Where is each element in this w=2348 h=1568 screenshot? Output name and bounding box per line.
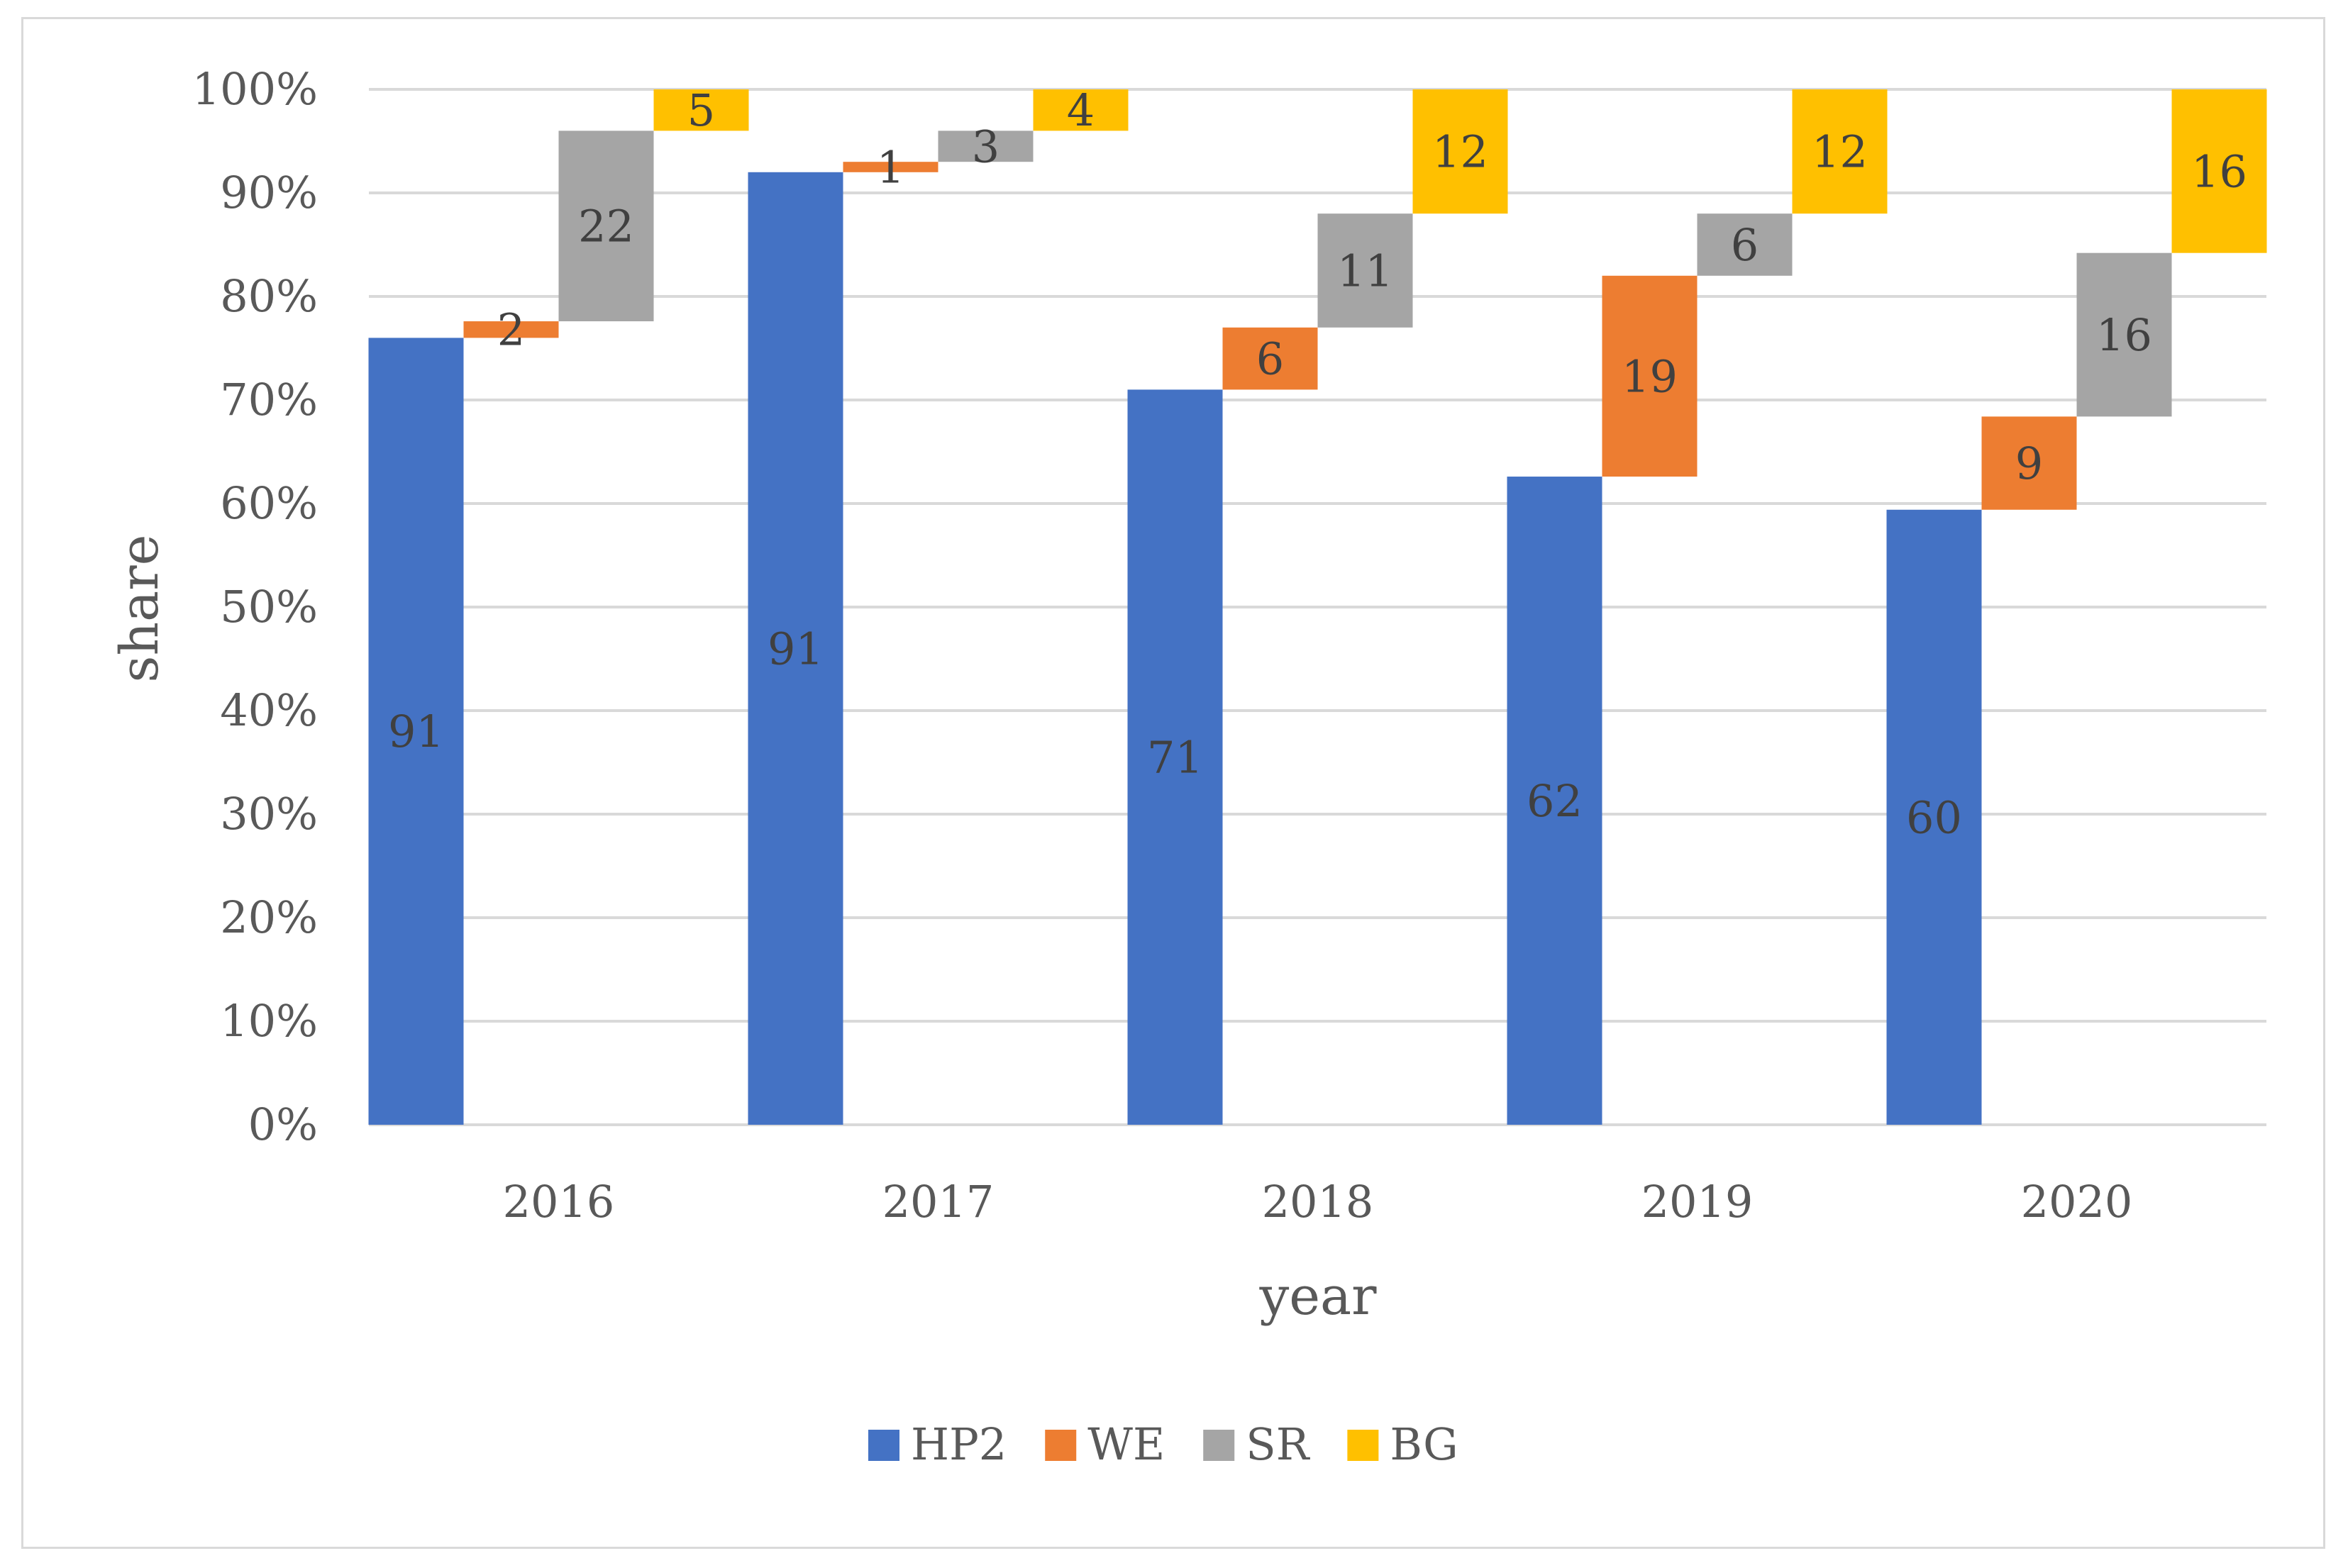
legend-label-we: WE [1087,1418,1165,1470]
bar-bg-2019 [1792,89,1888,214]
legend-label-hp2: HP2 [911,1418,1007,1470]
y-tick-label: 50% [220,581,318,633]
bar-hp2-2020 [1886,509,1982,1125]
legend: HP2 WE SR BG [868,1418,1458,1470]
bar-hp2-2018 [1127,389,1223,1125]
data-label-bg-2019: 12 [1812,126,1868,178]
legend-swatch-we [1045,1430,1077,1461]
bar-we-2019 [1602,275,1698,477]
data-label-we-2019: 19 [1622,350,1678,402]
bar-sr-2018 [1317,213,1413,328]
x-tick-label: 2017 [882,1176,995,1228]
bar-bg-2020 [2171,89,2267,253]
bar-we-2017 [843,162,938,172]
x-tick-label: 2019 [1641,1176,1754,1228]
data-label-sr-2018: 11 [1337,245,1393,297]
legend-label-sr: SR [1246,1418,1310,1470]
bar-hp2-2017 [748,172,843,1125]
bar-sr-2016 [558,130,654,322]
bar-we-2018 [1222,327,1318,390]
data-label-hp2-2018: 71 [1147,732,1203,784]
x-axis-title: year [1258,1266,1377,1327]
bar-bg-2016 [653,89,749,131]
bar-we-2016 [463,321,559,338]
bar-bg-2018 [1412,89,1508,214]
bar-sr-2017 [938,130,1034,162]
legend-swatch-sr [1203,1430,1235,1461]
x-tick-label: 2018 [1262,1176,1374,1228]
legend-swatch-bg [1347,1430,1379,1461]
bar-sr-2019 [1697,213,1793,276]
y-tick-label: 70% [220,374,318,426]
data-label-we-2018: 6 [1256,333,1284,385]
data-label-we-2016: 2 [497,304,525,356]
legend-swatch-hp2 [868,1430,899,1461]
bar-bg-2017 [1033,89,1129,131]
data-label-bg-2017: 4 [1067,84,1095,136]
bar-hp2-2016 [368,338,464,1125]
data-label-we-2017: 1 [877,142,904,194]
data-label-sr-2017: 3 [972,121,999,172]
data-label-hp2-2017: 91 [768,623,824,674]
data-label-hp2-2020: 60 [1906,791,1962,843]
y-tick-label: 60% [220,477,318,529]
bar-sr-2020 [2076,252,2172,417]
data-label-bg-2016: 5 [687,84,715,136]
data-label-sr-2019: 6 [1731,219,1759,271]
y-tick-label: 100% [192,63,318,115]
y-tick-label: 90% [220,167,318,218]
x-tick-label: 2020 [2021,1176,2133,1228]
bar-hp2-2019 [1507,477,1602,1125]
data-label-sr-2016: 22 [578,201,634,252]
bar-we-2020 [1981,416,2077,510]
data-label-sr-2020: 16 [2096,309,2152,361]
x-tick-label: 2016 [503,1176,615,1228]
data-label-bg-2018: 12 [1432,126,1488,178]
bars [368,89,2267,1125]
y-axis-title: share [109,535,170,683]
data-label-bg-2020: 16 [2191,145,2247,197]
y-tick-label: 20% [220,891,318,943]
data-label-hp2-2019: 62 [1527,775,1583,827]
y-tick-label: 80% [220,270,318,322]
y-tick-label: 40% [220,684,318,736]
y-tick-label: 10% [220,995,318,1047]
legend-label-bg: BG [1390,1418,1458,1470]
y-tick-label: 30% [220,788,318,840]
axis-ticks: 0% 10% 20% 30% 40% 50% 60% 70% 80% 90% 100% 2016 201… [192,63,2133,1228]
y-tick-label: 0% [248,1099,318,1150]
data-label-hp2-2016: 91 [388,706,444,757]
data-label-we-2020: 9 [2015,438,2043,489]
